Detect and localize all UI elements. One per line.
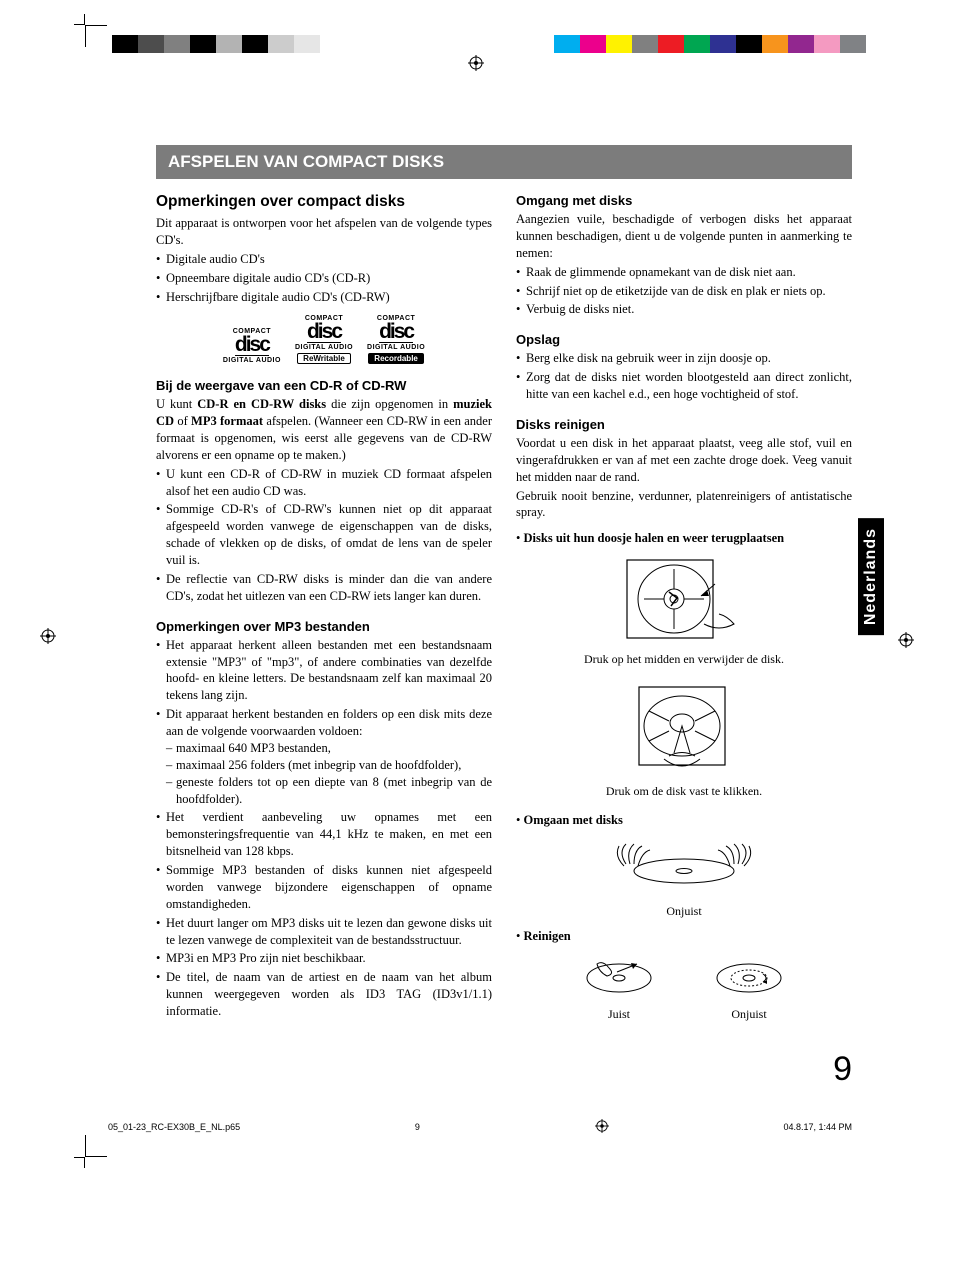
list-item: Schrijf niet op de etiketzijde van de di… [516,283,852,300]
subsection-heading: Opmerkingen over MP3 bestanden [156,619,492,634]
body-text: Aangezien vuile, beschadigde of verbogen… [516,211,852,262]
bold-bullet: • Reinigen [516,929,852,944]
list-item: Het verdient aanbeveling uw opnames met … [156,809,492,860]
footer-filename: 05_01-23_RC-EX30B_E_NL.p65 [108,1122,240,1132]
subsection-heading: Omgang met disks [516,193,852,208]
list-item: De titel, de naam van de artiest en de n… [156,969,492,1020]
list-item: Digitale audio CD's [156,251,492,268]
main-heading: AFSPELEN VAN COMPACT DISKS [156,145,852,179]
page-content: AFSPELEN VAN COMPACT DISKS Opmerkingen o… [0,145,954,1109]
intro-text: Dit apparaat is ontworpen voor het afspe… [156,215,492,249]
illustration-caption: Juist [579,1007,659,1022]
subsection-heading: Bij de weergave van een CD-R of CD-RW [156,378,492,393]
bold-bullet: • Disks uit hun doosje halen en weer ter… [516,531,852,546]
two-column-layout: Opmerkingen over compact disks Dit appar… [156,193,852,1022]
cd-logo-rewritable: COMPACT disc DIGITAL AUDIO ReWritable [295,315,353,364]
illustration-caption: Druk op het midden en verwijder de disk. [516,652,852,667]
list-item: U kunt een CD-R of CD-RW in muziek CD fo… [156,466,492,500]
body-text: Voordat u een disk in het apparaat plaat… [516,435,852,486]
list-item: Herschrijfbare digitale audio CD's (CD-R… [156,289,492,306]
crop-mark [85,25,107,47]
print-marks-bottom [0,1135,954,1175]
mp3-notes-list: Het apparaat herkent alleen bestanden me… [156,637,492,1020]
list-item: Zorg dat de disks niet worden blootgeste… [516,369,852,403]
list-item: De reflectie van CD-RW disks is minder d… [156,571,492,605]
cd-logo-recordable: COMPACT disc DIGITAL AUDIO Recordable [367,315,425,364]
list-item: Het apparaat herkent alleen bestanden me… [156,637,492,705]
illustration-caption: Onjuist [709,1007,789,1022]
list-item: maximaal 640 MP3 bestanden, [166,740,492,757]
color-bars-cmyk [554,35,866,53]
cd-types-list: Digitale audio CD's Opneembare digitale … [156,251,492,306]
mp3-sublist: maximaal 640 MP3 bestanden, maximaal 256… [166,740,492,808]
illustration-remove-disc [516,554,852,644]
list-item: MP3i en MP3 Pro zijn niet beschikbaar. [156,950,492,967]
storage-list: Berg elke disk na gebruik weer in zijn d… [516,350,852,403]
registration-mark-icon [595,1119,609,1135]
list-item: Verbuig de disks niet. [516,301,852,318]
subsection-heading: Disks reinigen [516,417,852,432]
bold-bullet: • Omgaan met disks [516,813,852,828]
print-footer: 05_01-23_RC-EX30B_E_NL.p65 9 04.8.17, 1:… [0,1113,954,1135]
color-bars-grayscale [112,35,320,53]
list-item: Het duurt langer om MP3 disks uit te lez… [156,915,492,949]
cdr-notes-list: U kunt een CD-R of CD-RW in muziek CD fo… [156,466,492,605]
registration-mark-icon [468,55,484,71]
list-item: maximaal 256 folders (met inbegrip van d… [166,757,492,774]
list-item: Raak de glimmende opnamekant van de disk… [516,264,852,281]
body-text: Gebruik nooit benzine, verdunner, platen… [516,488,852,522]
illustration-correct: Juist [579,950,659,1022]
handling-list: Raak de glimmende opnamekant van de disk… [516,264,852,319]
list-item: geneste folders tot op een diepte van 8 … [166,774,492,808]
list-item: Sommige MP3 bestanden of disks kunnen ni… [156,862,492,913]
section-heading: Opmerkingen over compact disks [156,193,492,211]
illustration-incorrect: Onjuist [709,950,789,1022]
list-item: Berg elke disk na gebruik weer in zijn d… [516,350,852,367]
cd-logo-audio: COMPACT disc DIGITAL AUDIO [223,328,281,364]
cd-logos: COMPACT disc DIGITAL AUDIO COMPACT disc … [156,315,492,364]
body-text: U kunt CD-R en CD-RW disks die zijn opge… [156,396,492,464]
list-item: Sommige CD-R's of CD-RW's kunnen niet op… [156,501,492,569]
print-marks-top [0,0,954,75]
illustration-insert-disc [516,681,852,776]
illustration-cleaning: Juist Onjuist [516,950,852,1022]
right-column: Omgang met disks Aangezien vuile, bescha… [516,193,852,1022]
page-number: 9 [156,1050,852,1089]
illustration-caption: Druk om de disk vast te klikken. [516,784,852,799]
subsection-heading: Opslag [516,332,852,347]
crop-mark [85,1135,107,1157]
list-item: Opneembare digitale audio CD's (CD-R) [156,270,492,287]
left-column: Opmerkingen over compact disks Dit appar… [156,193,492,1022]
footer-page: 9 [415,1122,420,1132]
illustration-handling-wrong [516,836,852,896]
footer-date: 04.8.17, 1:44 PM [783,1122,852,1132]
list-item: Dit apparaat herkent bestanden en folder… [156,706,492,807]
illustration-caption: Onjuist [516,904,852,919]
